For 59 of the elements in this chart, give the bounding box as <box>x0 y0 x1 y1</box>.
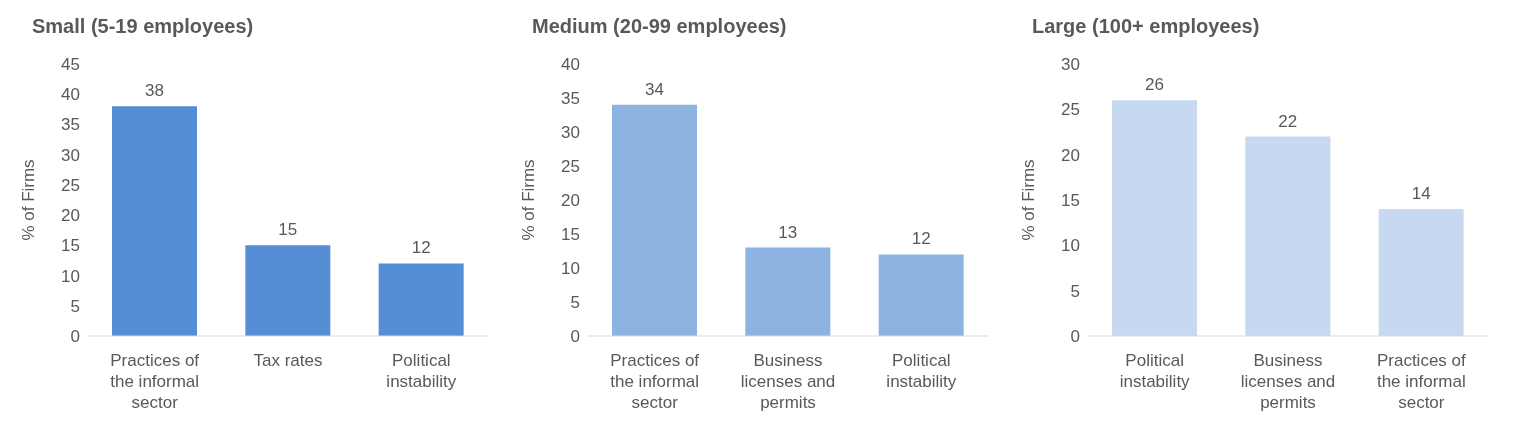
y-tick-label: 25 <box>561 157 580 177</box>
y-tick-label: 35 <box>61 115 80 135</box>
bar <box>878 254 964 336</box>
y-tick-label: 45 <box>61 55 80 75</box>
x-tick-label: Business licenses and permits <box>1240 351 1336 412</box>
x-tick-label: Tax rates <box>253 351 323 370</box>
bar <box>1112 100 1197 336</box>
y-tick-label: 5 <box>70 296 80 316</box>
y-tick-label: 15 <box>561 225 580 245</box>
bar <box>745 247 831 336</box>
y-tick-label: 30 <box>61 145 80 165</box>
bar <box>245 245 331 336</box>
y-tick-label: 25 <box>61 175 80 195</box>
bar <box>378 263 464 336</box>
bar <box>1245 136 1331 336</box>
y-tick-label: 25 <box>1061 100 1080 120</box>
bar <box>112 106 197 336</box>
x-tick-label: Business licenses and permits <box>740 351 836 412</box>
y-tick-label: 0 <box>1070 327 1080 347</box>
y-tick-label: 0 <box>70 327 80 347</box>
y-tick-label: 15 <box>61 236 80 256</box>
data-label: 13 <box>778 222 798 242</box>
y-tick-label: 20 <box>61 206 80 226</box>
x-tick-label: Practices of the informal sector <box>1376 351 1467 412</box>
y-tick-label: 0 <box>570 327 580 347</box>
x-tick-label: Practices of the informal sector <box>610 351 700 412</box>
bar <box>1378 209 1464 336</box>
y-axis-title: % of Firms <box>1019 159 1039 241</box>
y-tick-label: 5 <box>570 293 580 313</box>
data-label: 38 <box>145 81 164 101</box>
y-tick-label: 5 <box>1070 281 1080 301</box>
data-label: 34 <box>645 79 664 99</box>
y-tick-label: 10 <box>61 266 80 286</box>
chart-title: Medium (20-99 employees) <box>531 14 788 39</box>
data-label: 22 <box>1278 111 1298 131</box>
y-tick-label: 30 <box>561 123 580 143</box>
y-tick-label: 10 <box>561 259 580 279</box>
y-tick-label: 20 <box>561 191 580 211</box>
data-label: 14 <box>1411 184 1431 204</box>
x-tick-label: Political instability <box>1119 351 1191 391</box>
y-tick-label: 10 <box>1061 236 1080 256</box>
x-tick-label: Practices of the informal sector <box>110 351 200 412</box>
y-tick-label: 30 <box>1061 55 1080 75</box>
data-label: 12 <box>911 229 931 249</box>
x-tick-label: Political instability <box>886 351 957 391</box>
y-axis-title: % of Firms <box>519 159 539 241</box>
y-tick-label: 35 <box>561 89 580 109</box>
chart-title: Large (100+ employees) <box>1031 14 1261 39</box>
data-label: 12 <box>411 238 431 258</box>
y-tick-label: 40 <box>561 55 580 75</box>
data-label: 26 <box>1145 75 1164 95</box>
data-label: 15 <box>278 220 298 240</box>
y-axis-title: % of Firms <box>19 159 39 241</box>
y-tick-label: 20 <box>1061 145 1080 165</box>
x-tick-label: Political instability <box>386 351 457 391</box>
y-tick-label: 15 <box>1061 191 1080 211</box>
bar <box>612 104 697 336</box>
chart-title: Small (5-19 employees) <box>31 14 255 39</box>
y-tick-label: 40 <box>61 85 80 105</box>
